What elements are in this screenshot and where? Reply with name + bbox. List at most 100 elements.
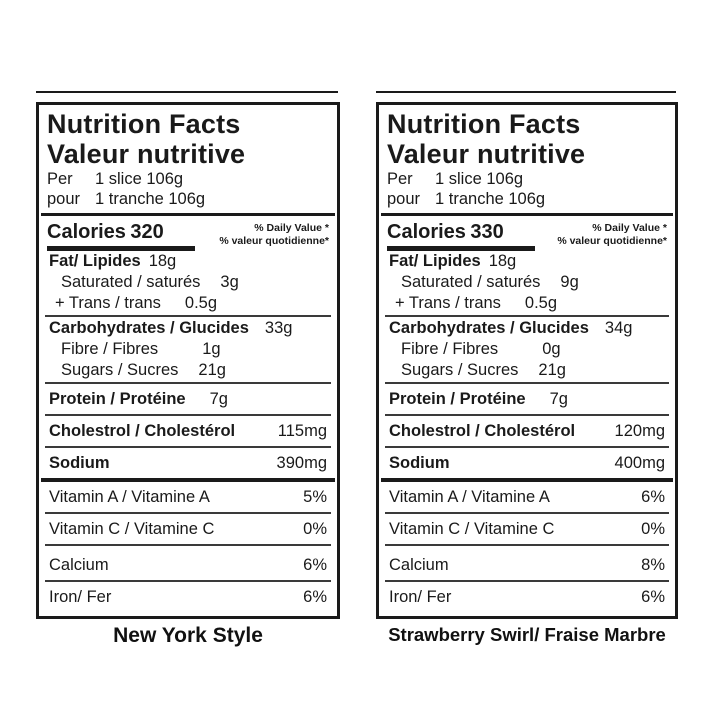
calories: Calories 320 <box>47 220 195 251</box>
saturated-label: Saturated / saturés <box>401 273 541 291</box>
divider <box>45 315 331 317</box>
calcium-label: Calcium <box>49 556 109 574</box>
protein-label: Protein / Protéine <box>49 390 186 408</box>
daily-value-line-en: % Daily Value * <box>254 222 329 234</box>
serving-size-french: pour 1 tranche 106g <box>379 189 675 209</box>
calcium-value: 6% <box>303 556 327 574</box>
row-trans: + Trans / trans 0.5g <box>379 293 675 314</box>
carbohydrates-value: 34g <box>604 319 633 337</box>
serving-label-fr: pour <box>387 190 421 208</box>
row-vitamin-a: Vitamin A / Vitamine A 6% <box>379 483 675 511</box>
cholesterol-label: Cholestrol / Cholestérol <box>389 422 576 440</box>
vitamin-a-label: Vitamin A / Vitamine A <box>49 488 210 506</box>
row-vitamin-c: Vitamin C / Vitamine C 0% <box>39 515 337 543</box>
cholesterol-value: 115mg <box>277 422 327 440</box>
sugars-label: Sugars / Sucres <box>61 361 179 379</box>
title-french: Valeur nutritive <box>47 139 246 169</box>
divider <box>45 580 331 582</box>
daily-value-line-fr: % valeur quotidienne* <box>557 235 667 247</box>
title-english: Nutrition Facts <box>47 109 241 139</box>
serving-size-english: Per 1 slice 106g <box>39 169 337 189</box>
iron-value: 6% <box>641 588 665 606</box>
divider <box>385 414 669 416</box>
divider <box>45 544 331 546</box>
serving-value-en: 1 slice 106g <box>95 170 184 188</box>
vitamin-a-label: Vitamin A / Vitamine A <box>389 488 550 506</box>
vitamin-c-label: Vitamin C / Vitamine C <box>49 520 215 538</box>
daily-value-note: % Daily Value * % valeur quotidienne* <box>219 220 329 248</box>
row-vitamin-c: Vitamin C / Vitamine C 0% <box>379 515 675 543</box>
fat-value: 18g <box>488 252 517 270</box>
serving-label-en: Per <box>47 170 73 188</box>
carbohydrates-label: Carbohydrates / Glucides <box>389 319 589 337</box>
nutrition-label-strawberry: Nutrition Facts Valeur nutritive Per 1 s… <box>376 91 678 646</box>
nutrition-label-new-york: Nutrition Facts Valeur nutritive Per 1 s… <box>36 91 340 648</box>
vitamin-a-value: 6% <box>641 488 665 506</box>
row-vitamin-a: Vitamin A / Vitamine A 5% <box>39 483 337 511</box>
row-trans: + Trans / trans 0.5g <box>39 293 337 314</box>
title-english: Nutrition Facts <box>387 109 581 139</box>
row-calcium: Calcium 8% <box>379 547 675 579</box>
vitamin-a-value: 5% <box>303 488 327 506</box>
divider <box>45 446 331 448</box>
serving-size-french: pour 1 tranche 106g <box>39 189 337 209</box>
row-calcium: Calcium 6% <box>39 547 337 579</box>
row-protein: Protein / Protéine 7g <box>39 385 337 413</box>
serving-value-en: 1 slice 106g <box>435 170 524 188</box>
divider <box>385 382 669 384</box>
row-fibre: Fibre / Fibres 1g <box>39 339 337 360</box>
calories-underline <box>387 246 535 251</box>
row-sugars: Sugars / Sucres 21g <box>39 360 337 381</box>
nutrition-facts-box: Nutrition Facts Valeur nutritive Per 1 s… <box>36 102 340 619</box>
vitamin-c-label: Vitamin C / Vitamine C <box>389 520 555 538</box>
protein-value: 7g <box>209 390 228 408</box>
row-carbohydrates: Carbohydrates / Glucides 33g <box>39 318 337 339</box>
fat-label: Fat/ Lipides <box>389 252 481 270</box>
row-fat: Fat/ Lipides 18g <box>39 251 337 272</box>
calories: Calories 330 <box>387 220 535 251</box>
fat-value: 18g <box>148 252 177 270</box>
calcium-value: 8% <box>641 556 665 574</box>
divider <box>385 446 669 448</box>
carbohydrates-value: 33g <box>264 319 293 337</box>
title-french: Valeur nutritive <box>387 139 586 169</box>
fibre-value: 0g <box>542 340 561 358</box>
divider <box>385 512 669 514</box>
fibre-label: Fibre / Fibres <box>61 340 159 358</box>
iron-label: Iron/ Fer <box>49 588 112 606</box>
divider-heavy <box>381 478 673 482</box>
daily-value-line-en: % Daily Value * <box>592 222 667 234</box>
vitamin-c-value: 0% <box>641 520 665 538</box>
sodium-value: 400mg <box>614 454 665 472</box>
divider <box>45 414 331 416</box>
saturated-value: 3g <box>220 273 239 291</box>
row-saturated: Saturated / saturés 3g <box>39 272 337 293</box>
top-rule <box>376 91 676 93</box>
vitamin-c-value: 0% <box>303 520 327 538</box>
calcium-label: Calcium <box>389 556 449 574</box>
row-protein: Protein / Protéine 7g <box>379 385 675 413</box>
cholesterol-value: 120mg <box>614 422 665 440</box>
cholesterol-label: Cholestrol / Cholestérol <box>49 422 236 440</box>
product-caption-strawberry: Strawberry Swirl/ Fraise Marbre <box>388 624 666 645</box>
serving-size-english: Per 1 slice 106g <box>379 169 675 189</box>
divider-medium <box>381 213 673 216</box>
calories-value: 320 <box>130 221 164 243</box>
row-saturated: Saturated / saturés 9g <box>379 272 675 293</box>
divider <box>385 315 669 317</box>
serving-label-fr: pour <box>47 190 81 208</box>
row-iron: Iron/ Fer 6% <box>39 583 337 611</box>
top-rule <box>36 91 338 93</box>
row-sugars: Sugars / Sucres 21g <box>379 360 675 381</box>
row-sodium: Sodium 390mg <box>39 449 337 477</box>
calories-underline <box>47 246 195 251</box>
calories-label: Calories <box>47 221 126 243</box>
calories-row: Calories 330 % Daily Value * % valeur qu… <box>379 216 675 251</box>
divider <box>45 512 331 514</box>
trans-label: + Trans / trans <box>55 294 161 312</box>
sugars-value: 21g <box>198 361 226 379</box>
divider-medium <box>41 213 335 216</box>
saturated-label: Saturated / saturés <box>61 273 201 291</box>
sugars-label: Sugars / Sucres <box>401 361 519 379</box>
trans-value: 0.5g <box>524 294 558 312</box>
